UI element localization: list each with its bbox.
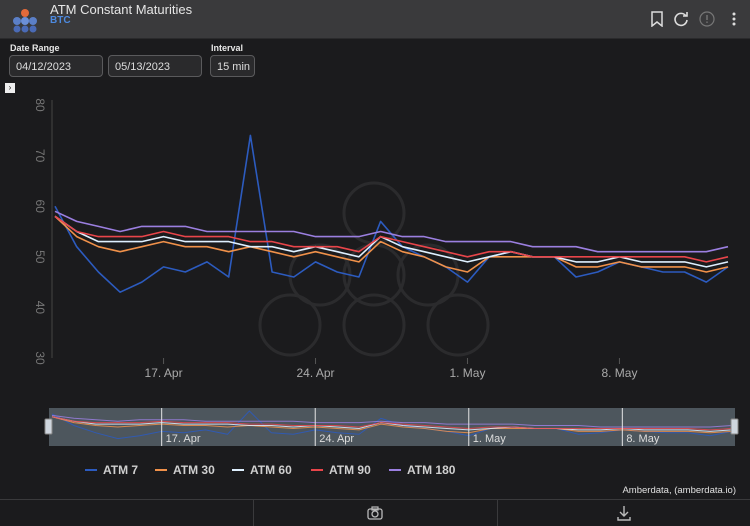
navigator-tick-label: 24. Apr [319, 433, 354, 445]
legend-item-atm-180[interactable]: ATM 180 [389, 463, 455, 477]
legend-item-atm-30[interactable]: ATM 30 [155, 463, 215, 477]
y-tick-label: 50 [33, 250, 47, 264]
bookmark-icon[interactable] [647, 9, 667, 29]
download-icon[interactable] [615, 504, 633, 522]
legend-swatch [311, 469, 323, 471]
range-navigator[interactable]: 17. Apr 24. Apr 1. May 8. May [44, 408, 739, 446]
footer-divider [253, 500, 254, 526]
y-tick-label: 30 [33, 351, 47, 365]
refresh-icon[interactable] [671, 9, 691, 29]
widget-header: ATM Constant Maturities BTC [0, 0, 750, 39]
widget-title: ATM Constant Maturities [50, 2, 193, 17]
navigator-line-atm-90 [51, 416, 733, 431]
navigator-line-atm-180 [51, 414, 733, 428]
x-tick-label: 1. May [449, 366, 485, 380]
camera-icon[interactable] [366, 504, 384, 522]
legend-item-atm-60[interactable]: ATM 60 [232, 463, 292, 477]
legend-swatch [155, 469, 167, 471]
navigator-tick-label: 1. May [473, 433, 507, 445]
interval-label: Interval [211, 43, 244, 53]
navigator-right-handle[interactable] [730, 418, 739, 435]
amberdata-logo [13, 9, 37, 33]
legend-label: ATM 7 [103, 463, 139, 477]
navigator-tick-label: 17. Apr [166, 433, 201, 445]
y-tick-label: 40 [33, 301, 47, 315]
widget-footer [0, 499, 750, 526]
navigator-tick-label: 8. May [626, 433, 660, 445]
legend-swatch [232, 469, 244, 471]
series-line-atm-30 [54, 215, 729, 273]
navigator-left-handle[interactable] [44, 418, 53, 435]
y-tick-label: 80 [33, 98, 47, 112]
footer-divider [497, 500, 498, 526]
legend-swatch [389, 469, 401, 471]
start-date-input[interactable]: 04/12/2023 [9, 55, 103, 77]
credits-link[interactable]: Amberdata, (amberdata.io) [622, 485, 736, 496]
expand-toggle-icon[interactable]: › [5, 83, 15, 93]
legend-label: ATM 30 [173, 463, 215, 477]
y-tick-label: 60 [33, 200, 47, 214]
info-icon[interactable] [697, 9, 717, 29]
series-line-atm-90 [54, 215, 729, 263]
legend-item-atm-90[interactable]: ATM 90 [311, 463, 371, 477]
end-date-input[interactable]: 05/13/2023 [108, 55, 202, 77]
legend-label: ATM 90 [329, 463, 371, 477]
y-tick-label: 70 [33, 149, 47, 163]
widget-subtitle: BTC [50, 15, 71, 26]
series-line-atm-7 [54, 134, 729, 294]
navigator-line-atm-30 [51, 416, 733, 434]
x-tick-label: 8. May [601, 366, 637, 380]
legend-item-atm-7[interactable]: ATM 7 [85, 463, 138, 477]
series-line-atm-180 [54, 210, 729, 253]
legend-label: ATM 180 [407, 463, 456, 477]
x-tick-label: 17. Apr [145, 366, 183, 380]
date-range-label: Date Range [10, 43, 60, 53]
legend-swatch [85, 469, 97, 471]
more-icon[interactable] [724, 9, 744, 29]
legend-label: ATM 60 [250, 463, 292, 477]
interval-select[interactable]: 15 min [210, 55, 255, 77]
series-line-atm-60 [54, 215, 729, 268]
x-tick-label: 24. Apr [297, 366, 335, 380]
